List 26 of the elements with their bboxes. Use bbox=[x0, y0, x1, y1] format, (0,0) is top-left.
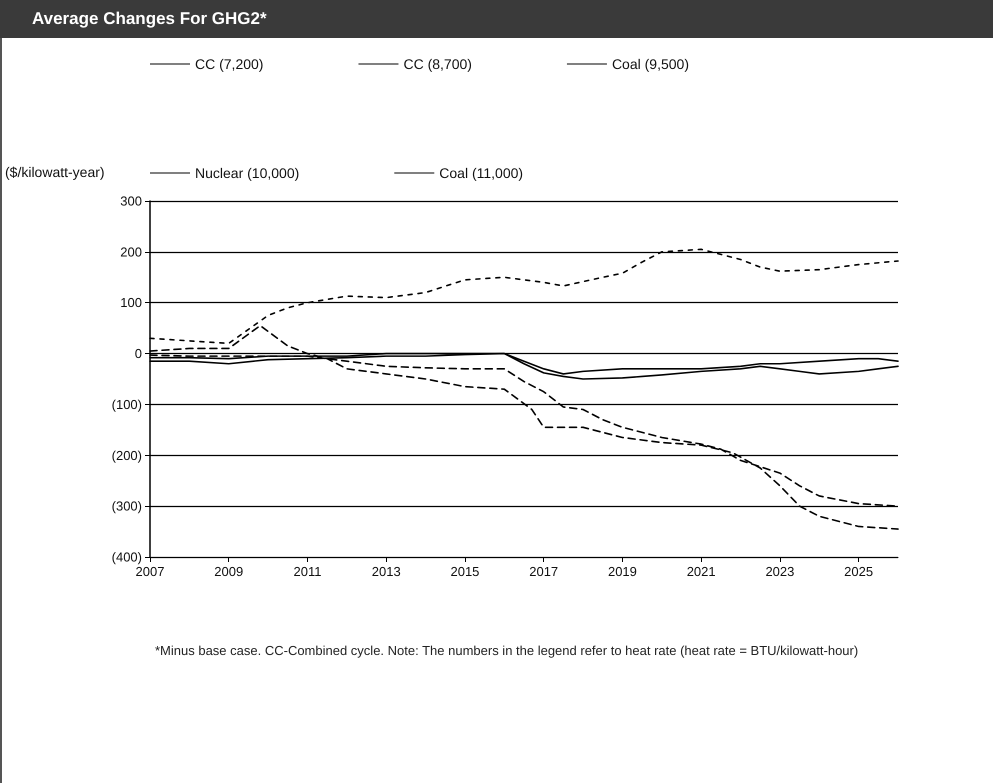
text: *Minus base case. CC-Combined cycle. Note: The numbers in the legend refer to heat rate (heat rate = BTU/kilowatt-hour) bbox=[155, 642, 860, 660]
y-tick-label: 300 bbox=[120, 194, 142, 208]
y-tick-label: 0 bbox=[134, 346, 142, 362]
legend-label: CC (7,200) bbox=[195, 56, 264, 72]
chart-title: Average Changes For GHG2* bbox=[0, 0, 993, 38]
legend-label: Coal (9,500) bbox=[612, 56, 689, 72]
y-tick-label: 100 bbox=[120, 295, 142, 310]
x-tick-label: 2011 bbox=[293, 564, 322, 579]
legend-label: Nuclear (10,000) bbox=[195, 165, 300, 181]
y-tick-label: 200 bbox=[120, 244, 142, 260]
x-tick-label: 2013 bbox=[372, 564, 401, 579]
y-tick-label: (400) bbox=[112, 550, 142, 564]
x-tick-label: 2017 bbox=[529, 564, 558, 579]
x-tick-label: 2007 bbox=[136, 564, 164, 579]
y-axis-title: ($/kilowatt-year) bbox=[5, 164, 105, 180]
x-tick-label: 2021 bbox=[686, 564, 716, 579]
x-tick-label: 2023 bbox=[765, 564, 794, 579]
x-tick-label: 2015 bbox=[450, 564, 480, 579]
legend-label: Coal (11,000) bbox=[439, 165, 524, 181]
y-tick-label: (300) bbox=[112, 498, 142, 514]
x-tick-label: 2009 bbox=[214, 564, 244, 579]
x-tick-label: 2025 bbox=[844, 564, 874, 579]
x-tick-label: 2019 bbox=[608, 564, 637, 579]
y-tick-label: (100) bbox=[112, 396, 142, 412]
y-tick-label: (200) bbox=[112, 448, 142, 463]
legend-label: CC (8,700) bbox=[403, 56, 472, 72]
